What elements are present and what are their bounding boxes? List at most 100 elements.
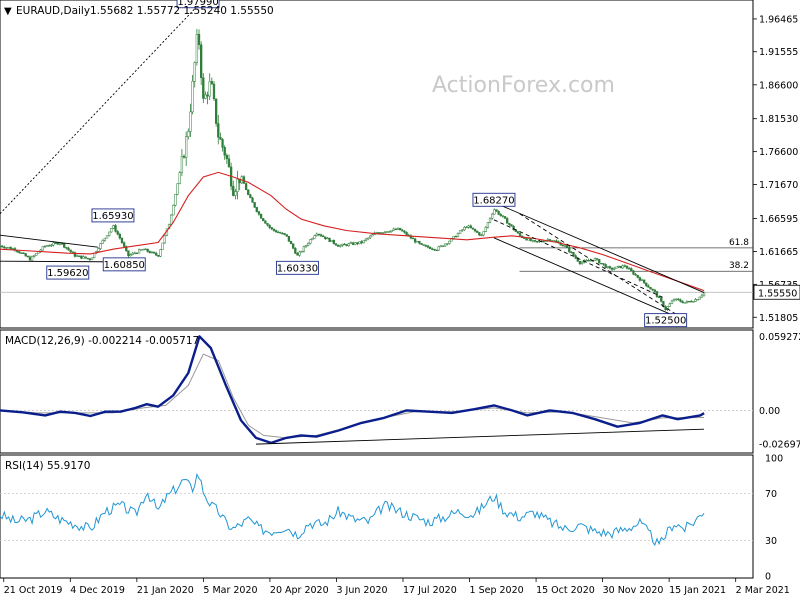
trendline-5 bbox=[519, 213, 678, 316]
candle-body bbox=[219, 136, 222, 140]
candle-body bbox=[657, 296, 661, 298]
candle-body bbox=[161, 242, 164, 250]
candle-body bbox=[281, 233, 284, 235]
candle-body bbox=[435, 249, 438, 252]
candle-body bbox=[675, 298, 678, 300]
x-tick-label: 4 Dec 2019 bbox=[70, 585, 125, 596]
candle-body bbox=[45, 245, 49, 247]
candle-body bbox=[272, 228, 276, 231]
candle-body bbox=[86, 257, 89, 260]
candle-body bbox=[195, 34, 199, 63]
candle-body bbox=[135, 252, 139, 255]
candle-body bbox=[696, 299, 699, 301]
candle-body bbox=[685, 300, 689, 303]
candle-body bbox=[122, 242, 126, 247]
price-tick-label: 1.51805 bbox=[759, 313, 798, 324]
candle-body bbox=[155, 252, 158, 256]
candle-body bbox=[478, 232, 481, 236]
candle-body bbox=[247, 189, 250, 195]
candle-body bbox=[463, 227, 466, 231]
candle-body bbox=[313, 235, 316, 239]
candle-body bbox=[93, 252, 96, 258]
candle-body bbox=[193, 62, 196, 82]
last-price-label: 1.55550 bbox=[758, 288, 797, 299]
candle-body bbox=[632, 270, 635, 275]
candle-body bbox=[82, 256, 85, 259]
candle-body bbox=[679, 299, 682, 302]
candle-body bbox=[80, 255, 83, 259]
moving-average-line bbox=[0, 171, 705, 292]
candle-body bbox=[266, 223, 269, 226]
candle-body bbox=[617, 265, 620, 268]
candle-body bbox=[535, 241, 539, 243]
candle-body bbox=[681, 301, 684, 304]
candle-body bbox=[163, 235, 166, 244]
candle-body bbox=[369, 235, 372, 239]
candle-body bbox=[298, 251, 301, 256]
candle-body bbox=[615, 266, 618, 269]
annotation-label: 1.60850 bbox=[104, 260, 145, 271]
candle-body bbox=[595, 258, 599, 260]
x-tick-label: 17 Jul 2020 bbox=[403, 585, 457, 596]
rsi-title: RSI(14) 55.9170 bbox=[5, 460, 90, 472]
candle-body bbox=[529, 238, 532, 242]
candle-body bbox=[144, 248, 147, 251]
annotation-label: 1.97990 bbox=[177, 0, 218, 8]
candle-body bbox=[9, 247, 12, 250]
candle-body bbox=[20, 252, 23, 254]
candle-body bbox=[279, 232, 282, 234]
candle-body bbox=[510, 224, 513, 227]
candle-body bbox=[642, 279, 646, 284]
ohlc-readout: 1.55682 1.55772 1.55240 1.55550 bbox=[90, 5, 274, 17]
candle-body bbox=[512, 225, 515, 231]
candle-body bbox=[225, 155, 228, 160]
candle-body bbox=[424, 245, 428, 247]
candle-body bbox=[52, 242, 55, 246]
candle-body bbox=[75, 255, 79, 257]
candle-body bbox=[287, 235, 291, 242]
candle-body bbox=[628, 268, 631, 270]
axis-layer: 1.96465 1.91555 1.86600 1.81530 1.76600 1.716… bbox=[3, 14, 800, 596]
candle-body bbox=[328, 237, 331, 242]
candle-body bbox=[433, 248, 436, 251]
candle-body bbox=[311, 238, 314, 240]
candle-body bbox=[360, 241, 363, 244]
candle-body bbox=[202, 77, 205, 99]
candle-body bbox=[683, 302, 686, 304]
candle-body bbox=[651, 288, 654, 291]
candle-body bbox=[508, 223, 511, 225]
candle-body bbox=[638, 277, 642, 281]
dropdown-caret-icon[interactable]: ▼ bbox=[4, 6, 12, 17]
candle-body bbox=[43, 245, 47, 248]
candle-body bbox=[69, 249, 72, 253]
candle-body bbox=[0, 245, 2, 247]
candle-body bbox=[26, 255, 29, 258]
candle-body bbox=[422, 244, 425, 246]
candle-body bbox=[343, 243, 346, 246]
candle-body bbox=[452, 235, 455, 239]
candle-body bbox=[690, 300, 693, 303]
candle-body bbox=[304, 245, 308, 248]
candle-body bbox=[471, 227, 475, 230]
candle-body bbox=[24, 253, 27, 257]
candle-body bbox=[418, 241, 421, 244]
candle-body bbox=[159, 249, 162, 257]
candle-body bbox=[354, 242, 357, 245]
x-tick-label: 5 Mar 2020 bbox=[203, 585, 257, 596]
candle-body bbox=[518, 232, 522, 237]
candle-body bbox=[458, 230, 462, 234]
candle-body bbox=[60, 243, 64, 245]
trendline-2 bbox=[0, 260, 121, 263]
candle-body bbox=[137, 249, 141, 254]
candle-body bbox=[570, 251, 573, 253]
annotation-box bbox=[644, 313, 688, 328]
candle-body bbox=[22, 252, 25, 254]
candle-body bbox=[296, 253, 299, 256]
candle-body bbox=[63, 243, 66, 248]
candle-body bbox=[572, 252, 575, 256]
candle-body bbox=[623, 265, 627, 267]
x-tick-label: 20 Apr 2020 bbox=[270, 585, 329, 596]
candle-body bbox=[602, 263, 605, 265]
annotation-label: 1.60330 bbox=[277, 263, 318, 274]
candle-body bbox=[221, 139, 224, 148]
